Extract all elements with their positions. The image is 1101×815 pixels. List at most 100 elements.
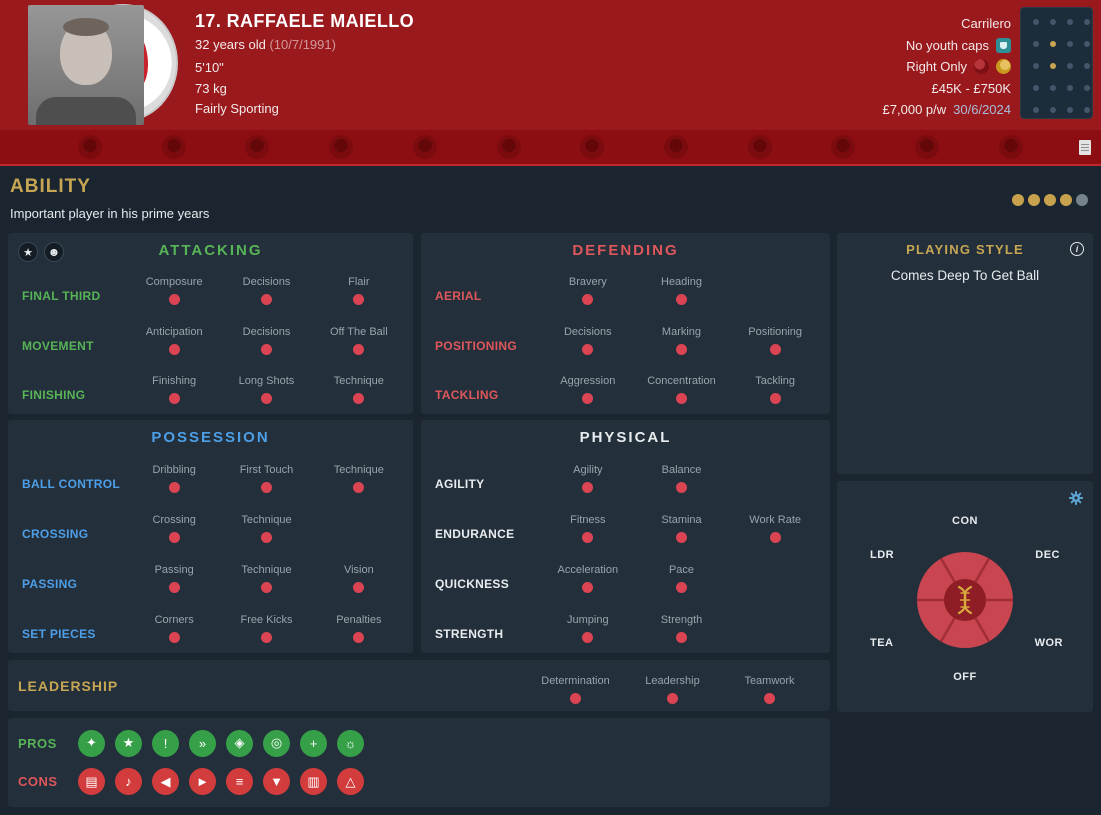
playing-style-trait[interactable]: Comes Deep To Get Ball xyxy=(890,268,1040,283)
possession-panel: POSSESSION BALL CONTROL Dribbling First … xyxy=(8,420,413,653)
attribute-dot xyxy=(769,343,781,355)
attribute-name: Aggression xyxy=(560,374,616,387)
development-icon[interactable] xyxy=(831,135,856,159)
attribute-name: Technique xyxy=(333,374,384,387)
pro-star-icon[interactable]: ★ xyxy=(115,729,142,757)
attr-row: PASSING Passing Technique Vision xyxy=(16,550,405,600)
attr-row: AGILITY Agility Balance xyxy=(429,450,822,500)
attr-row: CROSSING Crossing Technique xyxy=(16,500,405,550)
attribute: Agility xyxy=(541,464,635,500)
attribute-dot xyxy=(168,294,180,306)
transfers-icon[interactable] xyxy=(412,135,437,159)
attr-row: MOVEMENT Anticipation Decisions Off The … xyxy=(16,312,405,361)
player-role: Carrilero xyxy=(883,13,1011,35)
player-role-label: Carrilero xyxy=(961,16,1011,32)
attribute-name: Strength xyxy=(660,614,703,626)
con-flag-icon[interactable]: ► xyxy=(189,768,216,796)
attribute: Positioning xyxy=(728,326,822,362)
con-clipboard-icon[interactable]: ▥ xyxy=(300,768,327,796)
attribute-dot xyxy=(582,294,594,306)
category-label: FINAL THIRD xyxy=(22,289,101,304)
pros-row: PROS ✦ ★ ! » ◈ ◎ + ☼ xyxy=(18,729,820,757)
position-dot xyxy=(1084,41,1090,47)
trait-rows: PROS ✦ ★ ! » ◈ ◎ + ☼ CONS ▤ ♪ ◀ xyxy=(8,718,830,807)
attr-row: BALL CONTROL Dribbling First Touch Techn… xyxy=(16,450,405,500)
contract-icon[interactable] xyxy=(329,135,354,159)
attribute-dot xyxy=(260,482,272,493)
position-dot xyxy=(1067,41,1073,47)
attr-row: TACKLING Aggression Concentration Tackli… xyxy=(429,362,822,411)
player-height: 5'10" xyxy=(195,60,224,75)
comparison-icon[interactable] xyxy=(998,135,1023,159)
pro-ideas-icon[interactable]: ☼ xyxy=(337,729,364,757)
pro-fitness-icon[interactable]: + xyxy=(300,729,327,757)
con-report-icon[interactable]: ▤ xyxy=(78,768,105,796)
stats-icon[interactable] xyxy=(580,135,605,159)
gear-icon[interactable] xyxy=(1068,490,1084,506)
attribute-dot xyxy=(582,632,594,643)
pro-ball-skill-icon[interactable]: ✦ xyxy=(78,729,105,757)
attribute: Decisions xyxy=(541,326,635,362)
youth-caps-label: No youth caps xyxy=(905,37,989,53)
pro-movement-icon[interactable]: » xyxy=(189,729,216,757)
ability-dot xyxy=(1060,194,1072,206)
attribute-name: Technique xyxy=(241,564,292,576)
position-dot xyxy=(1067,63,1073,69)
con-layers-icon[interactable]: ≡ xyxy=(226,768,253,796)
panel-title: DEFENDING xyxy=(572,242,679,259)
attribute-name: Balance xyxy=(661,464,702,476)
player-dna-panel: CON LDR DEC TEA WOR OFF xyxy=(837,481,1093,712)
pro-big-games-icon[interactable]: ! xyxy=(152,729,179,757)
notes-icon[interactable] xyxy=(1079,140,1091,155)
attribute-name: Off The Ball xyxy=(329,325,388,338)
attribute: Jumping xyxy=(541,614,635,650)
player-personality[interactable]: Fairly Sporting xyxy=(195,101,279,116)
con-flask-icon[interactable]: △ xyxy=(337,768,364,796)
attributes-icon[interactable] xyxy=(245,135,270,159)
empty-cell xyxy=(728,305,822,312)
history-icon[interactable] xyxy=(915,135,940,159)
attribute: Teamwork xyxy=(721,675,818,711)
attribute: Long Shots xyxy=(220,375,312,411)
position-dot xyxy=(1033,85,1039,91)
attribute-dot xyxy=(675,343,687,355)
training-icon[interactable] xyxy=(664,135,689,159)
attribute: Technique xyxy=(313,464,405,500)
position-dot xyxy=(1067,107,1073,113)
pro-consistency-icon[interactable]: ◎ xyxy=(263,729,290,757)
attribute-name: Penalties xyxy=(336,614,382,626)
star-view-icon[interactable] xyxy=(18,242,38,262)
attribute-name: Decisions xyxy=(242,276,291,289)
overview-icon[interactable] xyxy=(78,135,102,159)
player-age-line: 32 years old (10/7/1991) xyxy=(195,37,336,52)
position-dot xyxy=(1067,85,1073,91)
con-whistle-icon[interactable]: ◀ xyxy=(152,768,179,796)
position-dot xyxy=(1033,19,1039,25)
dna-wheel[interactable] xyxy=(913,548,1017,652)
panel-title: ATTACKING xyxy=(158,242,263,259)
pro-security-icon[interactable]: ◈ xyxy=(226,729,253,757)
category-label: MOVEMENT xyxy=(22,338,94,353)
empty-cell xyxy=(313,543,405,550)
position-dot xyxy=(1050,85,1056,91)
info-icon[interactable] xyxy=(1070,242,1084,256)
con-hook-icon[interactable]: ♪ xyxy=(115,768,142,796)
attribute-name: Crossing xyxy=(152,514,196,526)
cons-label: CONS xyxy=(18,774,58,790)
attribute: Concentration xyxy=(635,375,729,411)
attribute-name: Technique xyxy=(241,514,292,526)
con-droplet-icon[interactable]: ▼ xyxy=(263,768,290,796)
attr-row: SET PIECES Corners Free Kicks Penalties xyxy=(16,600,405,650)
radar-label-ldr: LDR xyxy=(870,549,895,561)
medical-icon[interactable] xyxy=(747,135,772,159)
player-view-icon[interactable] xyxy=(44,242,64,262)
pros-icons: ✦ ★ ! » ◈ ◎ + ☼ xyxy=(78,729,364,757)
position-dot xyxy=(1084,85,1090,91)
category-label: TACKLING xyxy=(435,387,499,402)
reports-icon[interactable] xyxy=(496,135,521,159)
attribute-dot xyxy=(168,392,180,404)
profile-icon[interactable] xyxy=(161,135,186,159)
attribute-dot xyxy=(260,392,272,404)
attribute: Composure xyxy=(128,276,220,312)
